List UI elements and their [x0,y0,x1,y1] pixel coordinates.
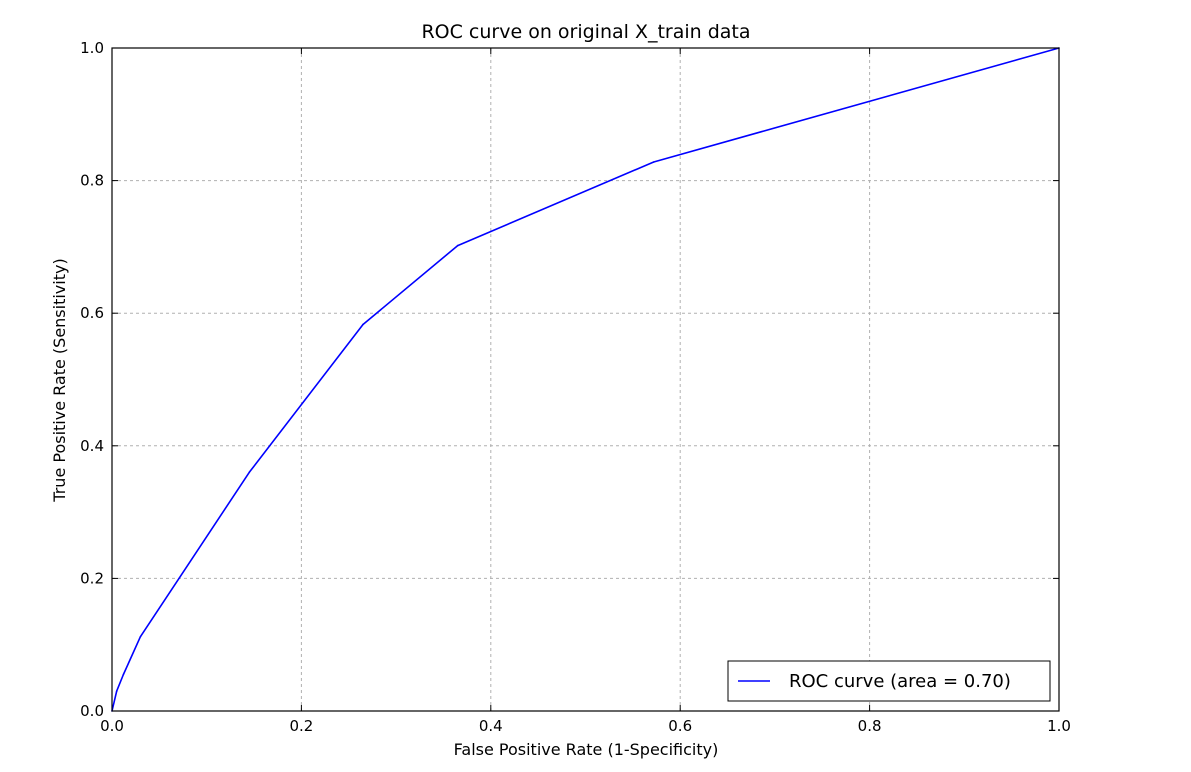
legend: ROC curve (area = 0.70) [727,660,1051,702]
roc-curve-point [115,690,118,692]
roc-curve-point [139,635,142,638]
x-tick-label: 0.8 [858,717,882,735]
x-tick-label: 0.4 [479,717,503,735]
y-axis-label: True Positive Rate (Sensitivity) [50,258,69,502]
x-tick-label: 0.2 [289,717,313,735]
grid-lines [111,47,1060,712]
chart-title: ROC curve on original X_train data [421,21,750,43]
roc-curve-point [122,673,125,676]
y-tick-label: 0.8 [80,172,104,190]
plot-area-frame [111,47,1060,712]
axis-ticks: 0.0 0.2 0.4 0.6 0.8 1.0 0.0 0.2 0.4 0.6 0.8 1.0 [80,39,1071,735]
y-tick-label: 1.0 [80,39,104,57]
y-tick-label: 0.6 [80,304,104,322]
roc-curve-point [456,244,459,247]
x-tick-label: 1.0 [1047,717,1071,735]
roc-curve-point [362,323,364,326]
y-tick-label: 0.2 [80,569,104,587]
roc-curve-line [111,47,1060,712]
y-tick-label: 0.4 [80,437,104,455]
x-tick-label: 0.6 [668,717,692,735]
data-series [111,47,1060,712]
x-axis-label: False Positive Rate (1-Specificity) [454,740,719,759]
legend-box [727,660,1051,702]
legend-label: ROC curve (area = 0.70) [789,671,1011,692]
y-tick-label: 0.0 [80,702,104,720]
roc-curve-point [652,161,655,163]
roc-curve-point [248,471,251,474]
x-tick-label: 0.0 [100,717,124,735]
